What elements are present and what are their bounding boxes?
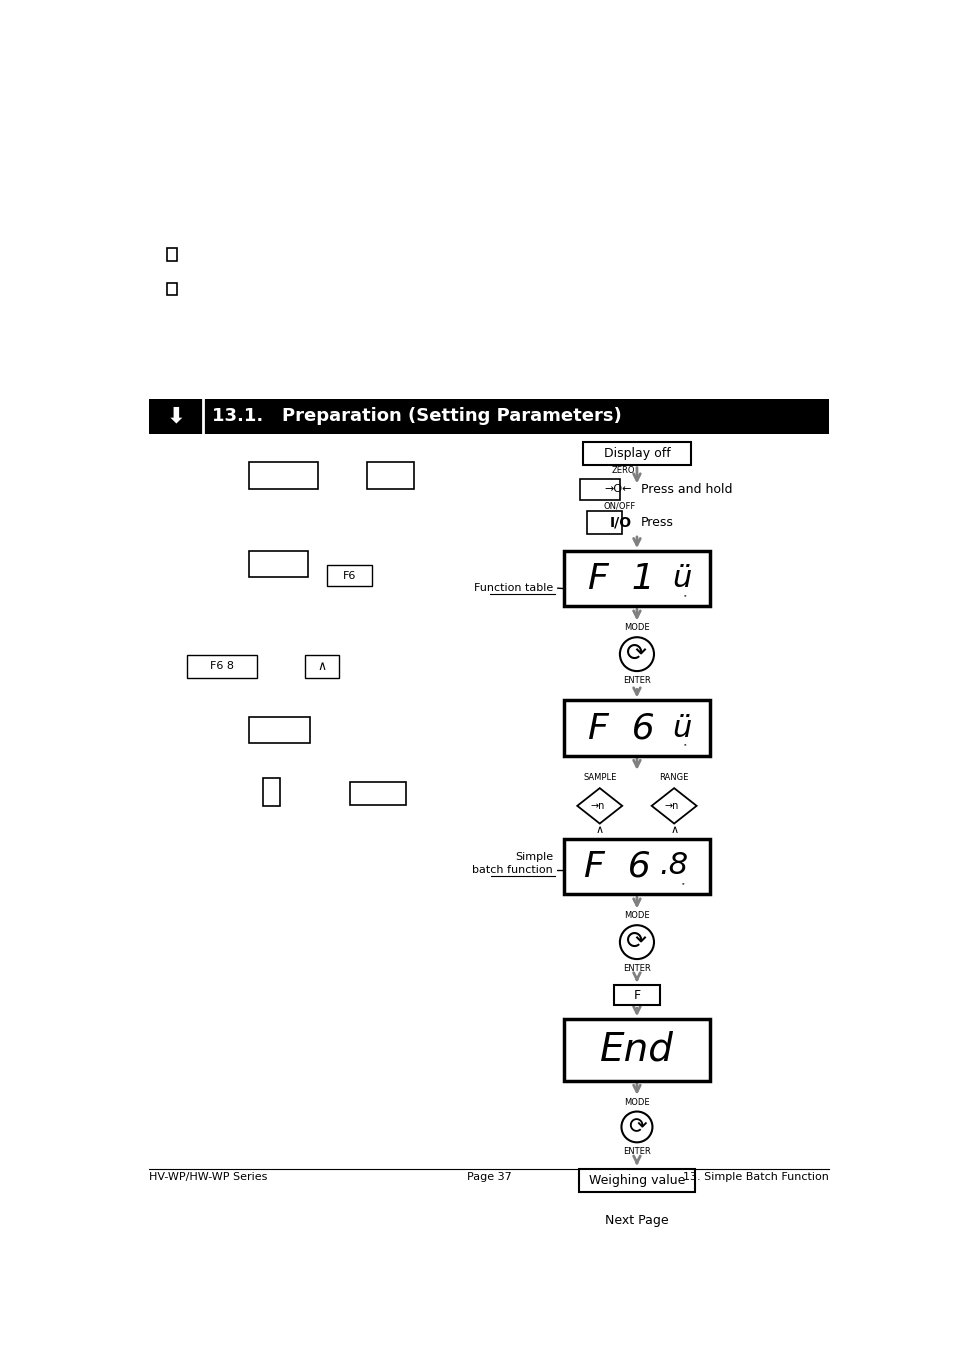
Text: Simple
batch function: Simple batch function — [472, 852, 553, 875]
Text: ∧: ∧ — [595, 824, 603, 835]
Text: .8: .8 — [659, 851, 688, 880]
Text: Weighing value: Weighing value — [588, 1174, 684, 1186]
Text: ⟳: ⟳ — [626, 929, 647, 954]
Text: SAMPLE: SAMPLE — [582, 773, 616, 782]
Bar — [563, 839, 709, 894]
Text: ⬇: ⬇ — [167, 407, 185, 426]
Text: F  6: F 6 — [583, 850, 650, 884]
Bar — [563, 551, 709, 607]
Text: ∧: ∧ — [317, 661, 327, 673]
Bar — [586, 511, 621, 534]
Text: Next Page: Next Page — [604, 1213, 668, 1227]
Bar — [249, 462, 317, 489]
Text: ZERO: ZERO — [611, 466, 634, 476]
Bar — [167, 249, 177, 261]
Text: ∧: ∧ — [669, 824, 678, 835]
Text: ENTER: ENTER — [622, 963, 650, 973]
Text: Press: Press — [640, 516, 673, 530]
Bar — [350, 782, 406, 805]
Text: 13.1.   Preparation (Setting Parameters): 13.1. Preparation (Setting Parameters) — [212, 407, 621, 426]
Bar — [149, 400, 203, 434]
Text: Display off: Display off — [603, 447, 670, 459]
Bar — [613, 985, 659, 1005]
Text: Function table: Function table — [474, 582, 553, 593]
Text: ON/OFF: ON/OFF — [603, 501, 636, 511]
Bar — [582, 442, 691, 465]
Text: Press and hold: Press and hold — [640, 482, 732, 496]
Text: ⟳: ⟳ — [626, 642, 647, 666]
Text: MODE: MODE — [623, 1098, 649, 1106]
Text: ü: ü — [672, 565, 691, 593]
Text: ⟳: ⟳ — [627, 1117, 645, 1138]
Text: F6 8: F6 8 — [210, 662, 234, 671]
Text: →n: →n — [664, 801, 679, 811]
Text: MODE: MODE — [623, 912, 649, 920]
Bar — [149, 400, 828, 434]
Text: F: F — [633, 989, 639, 1001]
Text: ENTER: ENTER — [622, 676, 650, 685]
Text: RANGE: RANGE — [659, 773, 688, 782]
Bar — [563, 1019, 709, 1081]
Bar — [262, 778, 279, 805]
Bar — [305, 655, 339, 678]
Text: F  1: F 1 — [587, 562, 654, 596]
Bar — [167, 282, 177, 296]
Text: ENTER: ENTER — [622, 1147, 650, 1156]
Text: '': '' — [682, 743, 686, 750]
Text: '': '' — [682, 594, 686, 600]
Text: F6: F6 — [342, 570, 355, 581]
Text: HV-WP/HW-WP Series: HV-WP/HW-WP Series — [149, 1171, 267, 1182]
Text: I/O: I/O — [609, 516, 631, 530]
Text: 13. Simple Batch Function: 13. Simple Batch Function — [682, 1171, 828, 1182]
Text: End: End — [599, 1031, 673, 1069]
Text: MODE: MODE — [623, 623, 649, 632]
Bar — [579, 478, 619, 500]
Bar — [249, 551, 308, 577]
FancyBboxPatch shape — [587, 1205, 686, 1235]
Bar — [367, 462, 414, 489]
Text: →n: →n — [590, 801, 604, 811]
Bar — [187, 655, 257, 678]
Text: F  6: F 6 — [587, 711, 654, 744]
Text: →O←: →O← — [604, 485, 632, 494]
Bar — [327, 565, 372, 586]
Bar — [249, 716, 310, 743]
Bar — [563, 700, 709, 755]
Bar — [578, 1169, 695, 1192]
Text: '': '' — [680, 882, 684, 888]
Text: Page 37: Page 37 — [466, 1171, 511, 1182]
Text: ü: ü — [672, 713, 691, 743]
